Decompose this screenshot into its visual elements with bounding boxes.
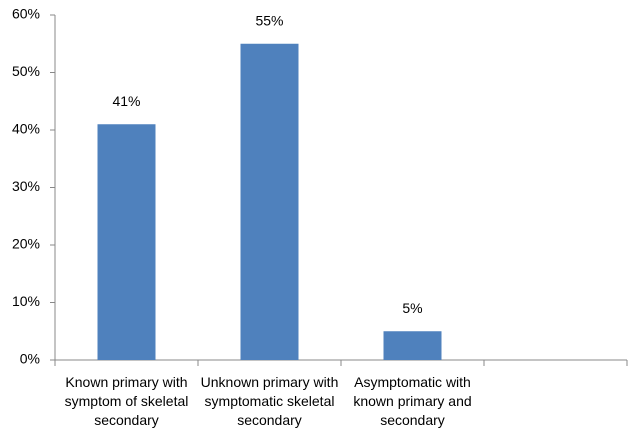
y-tick-label: 10% [12, 293, 40, 309]
bar [383, 331, 442, 360]
bar [240, 43, 299, 360]
x-tick-label: Asymptomatic with known primary and seco… [353, 374, 472, 428]
y-tick-label: 20% [12, 236, 40, 252]
data-label: 5% [402, 300, 422, 316]
y-tick-label: 40% [12, 121, 40, 137]
data-label: 41% [112, 93, 140, 109]
y-tick-label: 50% [12, 63, 40, 79]
y-tick-label: 30% [12, 178, 40, 194]
y-tick-label: 60% [12, 6, 40, 22]
bar [97, 124, 156, 360]
x-tick-label: Known primary with symptom of skeletal s… [64, 374, 189, 428]
y-tick-label: 0% [20, 351, 40, 367]
data-label: 55% [255, 12, 283, 28]
x-tick-label: Unknown primary with symptomatic skeleta… [200, 374, 339, 428]
